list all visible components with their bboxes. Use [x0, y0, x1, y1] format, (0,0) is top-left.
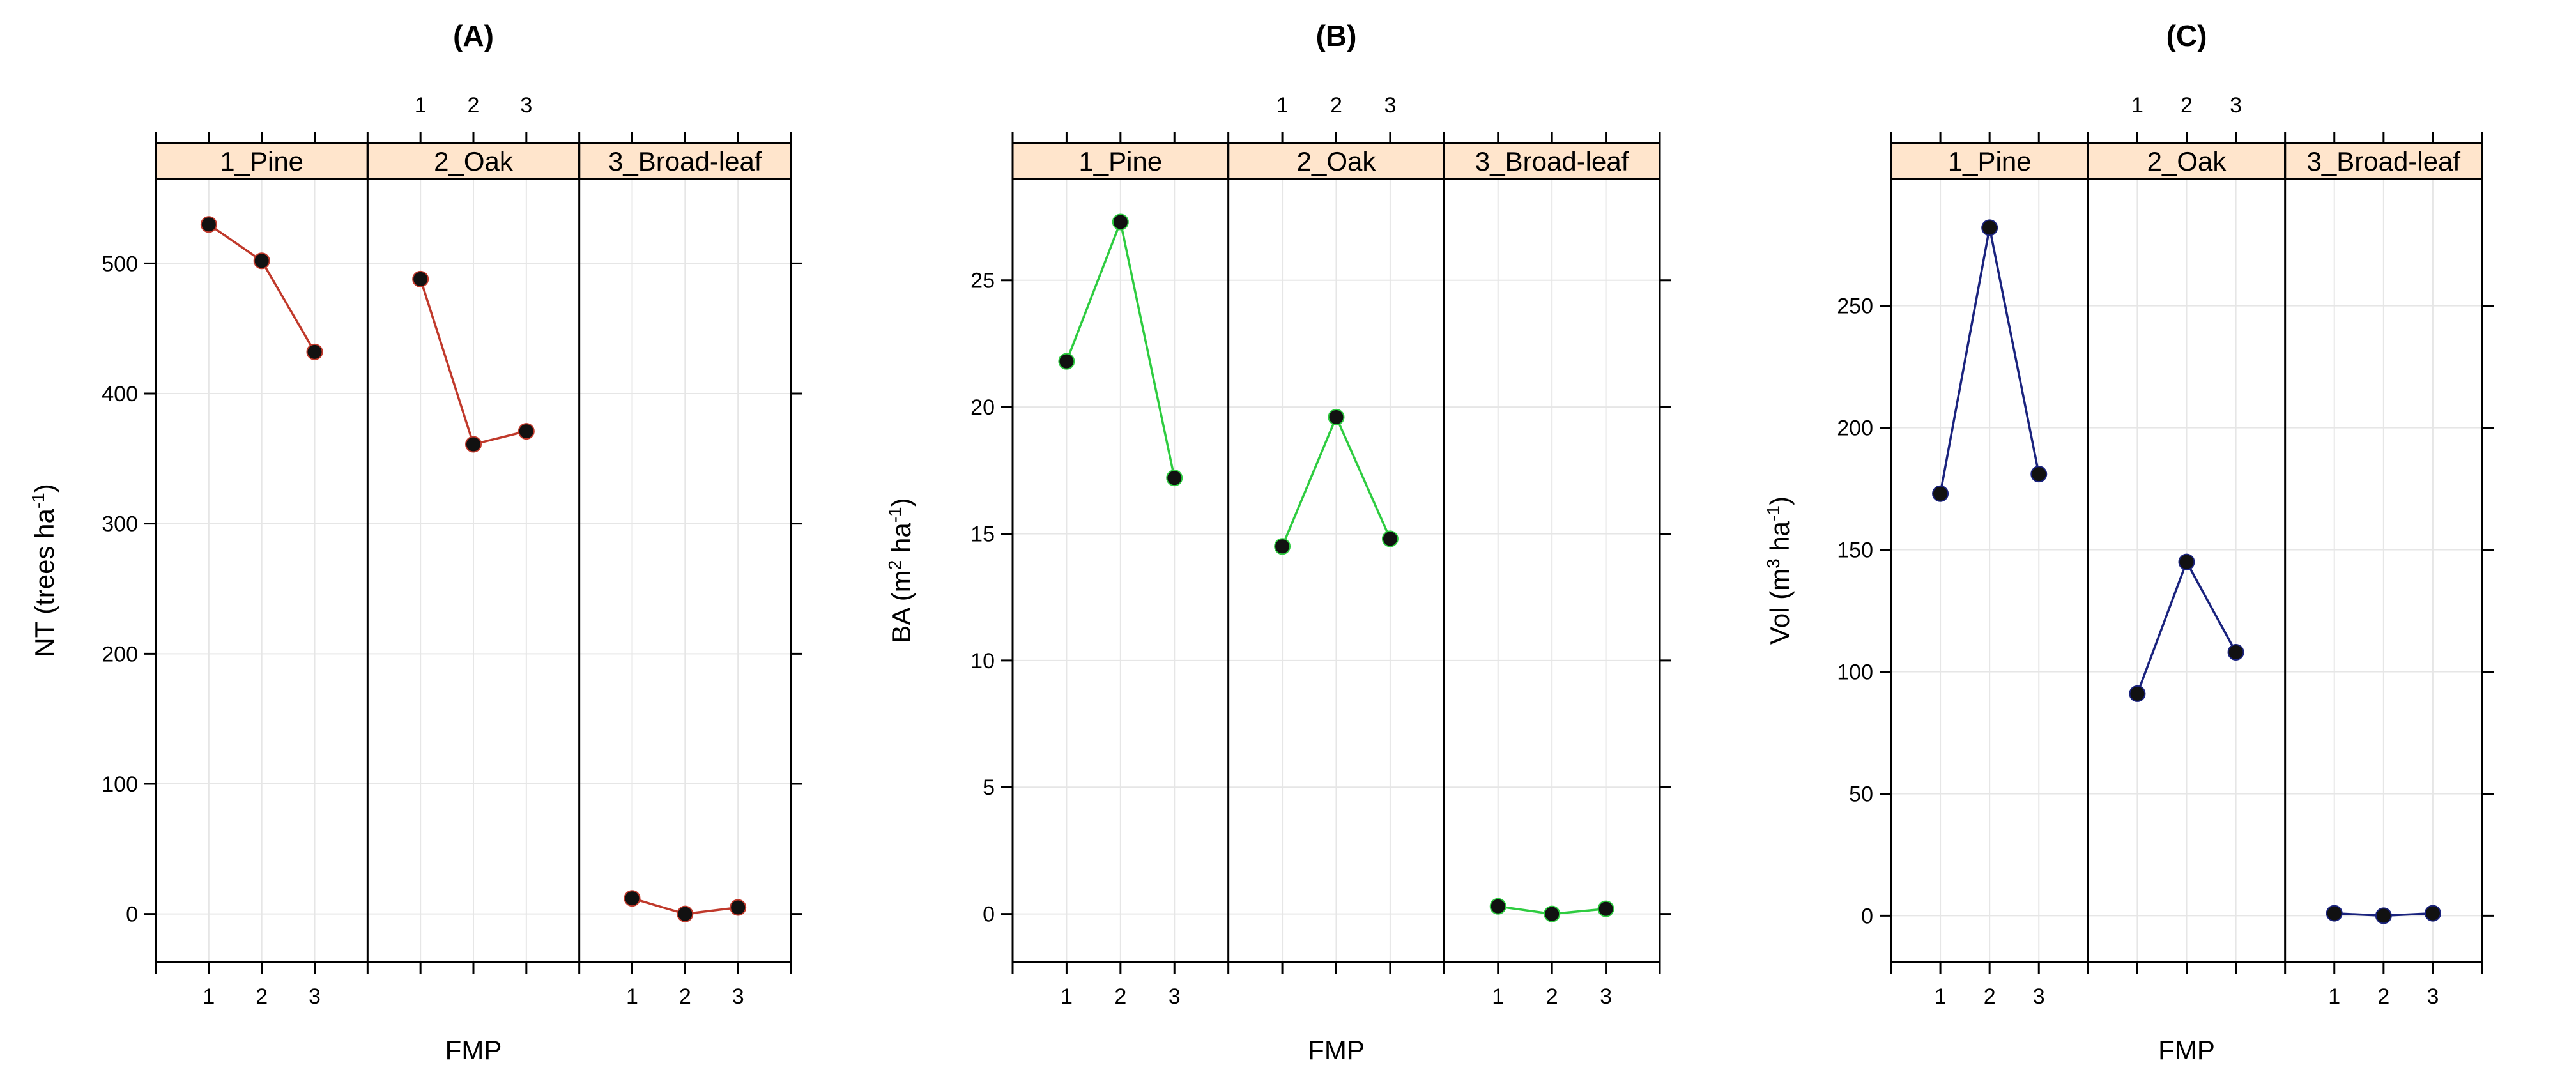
x-tick-label: 3	[309, 984, 321, 1009]
facet-label: 1_Pine	[1948, 146, 2032, 176]
data-point	[307, 344, 323, 360]
panel-title: (C)	[2166, 19, 2207, 52]
y-tick-label: 10	[970, 649, 995, 673]
y-tick-label: 250	[1837, 295, 1873, 319]
facet-label: 2_Oak	[1297, 146, 1377, 176]
facet-label: 3_Broad-leaf	[1475, 146, 1629, 176]
x-tick-label-top: 2	[2181, 93, 2193, 118]
x-tick-label-top: 2	[1330, 93, 1342, 118]
data-point	[1275, 539, 1290, 554]
x-tick-label: 2	[2377, 984, 2389, 1009]
y-tick-label: 15	[970, 522, 995, 546]
y-tick-label: 300	[102, 512, 138, 537]
y-tick-label: 200	[102, 642, 138, 666]
data-point	[2327, 906, 2342, 921]
facet-label: 3_Broad-leaf	[608, 146, 762, 176]
data-point	[730, 899, 746, 915]
x-tick-label-top: 1	[1276, 93, 1289, 118]
data-point	[2179, 555, 2195, 570]
x-tick-label: 1	[1061, 984, 1073, 1009]
y-tick-label: 5	[983, 776, 995, 800]
y-tick-label: 400	[102, 382, 138, 406]
x-axis-label: FMP	[1308, 1035, 1365, 1065]
x-tick-label-top: 1	[415, 93, 427, 118]
data-point	[1544, 907, 1560, 922]
y-axis-label: BA (m2 ha-1)	[885, 498, 917, 643]
data-point	[2031, 466, 2046, 482]
x-tick-label: 3	[1169, 984, 1181, 1009]
data-point	[1167, 470, 1182, 486]
data-point	[1059, 354, 1074, 369]
x-tick-label: 1	[626, 984, 638, 1009]
y-tick-label: 0	[1861, 904, 1873, 928]
x-tick-label: 2	[1984, 984, 1996, 1009]
y-tick-label: 50	[1849, 782, 1873, 806]
data-point	[2129, 686, 2145, 701]
data-point	[677, 907, 693, 922]
data-point	[1933, 486, 1948, 501]
x-tick-label: 2	[1114, 984, 1126, 1009]
facet-label: 2_Oak	[2147, 146, 2227, 176]
x-tick-label: 1	[2328, 984, 2340, 1009]
x-tick-label: 2	[1546, 984, 1558, 1009]
data-point	[1113, 214, 1128, 229]
panel-title: (A)	[453, 19, 494, 52]
x-tick-label: 2	[256, 984, 268, 1009]
chart-panel-c: (C) 1_Pine 2_Oak 3_Broad-leaf 0 50 100 150 200 25…	[1763, 19, 2494, 1065]
chart-panel-a: (A) 1_Pine 2_Oak 3_Broad-leaf 0 100 200 300 400 5…	[28, 19, 803, 1065]
facet-label: 2_Oak	[434, 146, 514, 176]
y-axis-label: NT (trees ha-1)	[28, 484, 60, 657]
x-axis-label: FMP	[445, 1035, 502, 1065]
data-point	[625, 891, 640, 906]
x-tick-label-top: 1	[2131, 93, 2143, 118]
y-tick-label: 100	[102, 772, 138, 797]
y-tick-label: 200	[1837, 417, 1873, 441]
x-tick-label: 1	[203, 984, 215, 1009]
x-tick-label: 3	[1600, 984, 1612, 1009]
panel-title: (B)	[1316, 19, 1357, 52]
data-point	[466, 436, 481, 452]
x-tick-label: 2	[679, 984, 691, 1009]
data-point	[519, 424, 534, 439]
data-point	[1982, 220, 1997, 235]
facet-label: 1_Pine	[1078, 146, 1162, 176]
x-tick-label: 3	[2426, 984, 2439, 1009]
y-tick-label: 100	[1837, 661, 1873, 685]
facet-label: 3_Broad-leaf	[2307, 146, 2461, 176]
facet-label: 1_Pine	[220, 146, 303, 176]
y-tick-label: 20	[970, 395, 995, 420]
x-tick-label-top: 3	[520, 93, 532, 118]
y-tick-label: 0	[983, 903, 995, 927]
data-point	[2376, 908, 2391, 923]
data-point	[201, 217, 217, 232]
data-point	[1491, 899, 1506, 914]
y-axis-label: Vol (m3 ha-1)	[1763, 496, 1795, 645]
x-tick-label: 3	[2033, 984, 2045, 1009]
y-tick-label: 150	[1837, 539, 1873, 563]
y-tick-label: 500	[102, 252, 138, 276]
data-point	[254, 253, 270, 268]
data-point	[1329, 409, 1344, 425]
x-tick-label-top: 3	[2230, 93, 2242, 118]
figure: (A)1_Pine 2_Oak 3_Broad-leaf01002003004005…	[0, 0, 2576, 1079]
x-tick-label: 3	[732, 984, 744, 1009]
data-point	[413, 272, 428, 287]
data-point	[1598, 901, 1614, 917]
data-point	[2228, 645, 2244, 660]
x-tick-label-top: 2	[468, 93, 480, 118]
x-axis-label: FMP	[2158, 1035, 2215, 1065]
y-tick-label: 25	[970, 269, 995, 293]
data-point	[1383, 531, 1398, 546]
y-tick-label: 0	[126, 903, 138, 927]
x-tick-label: 1	[1935, 984, 1947, 1009]
x-tick-label-top: 3	[1384, 93, 1396, 118]
chart-panel-b: (B) 1_Pine 2_Oak 3_Broad-leaf 0 5 10 15 20 25 1 2 3 1…	[885, 19, 1672, 1065]
data-point	[2425, 906, 2441, 921]
x-tick-label: 1	[1492, 984, 1504, 1009]
